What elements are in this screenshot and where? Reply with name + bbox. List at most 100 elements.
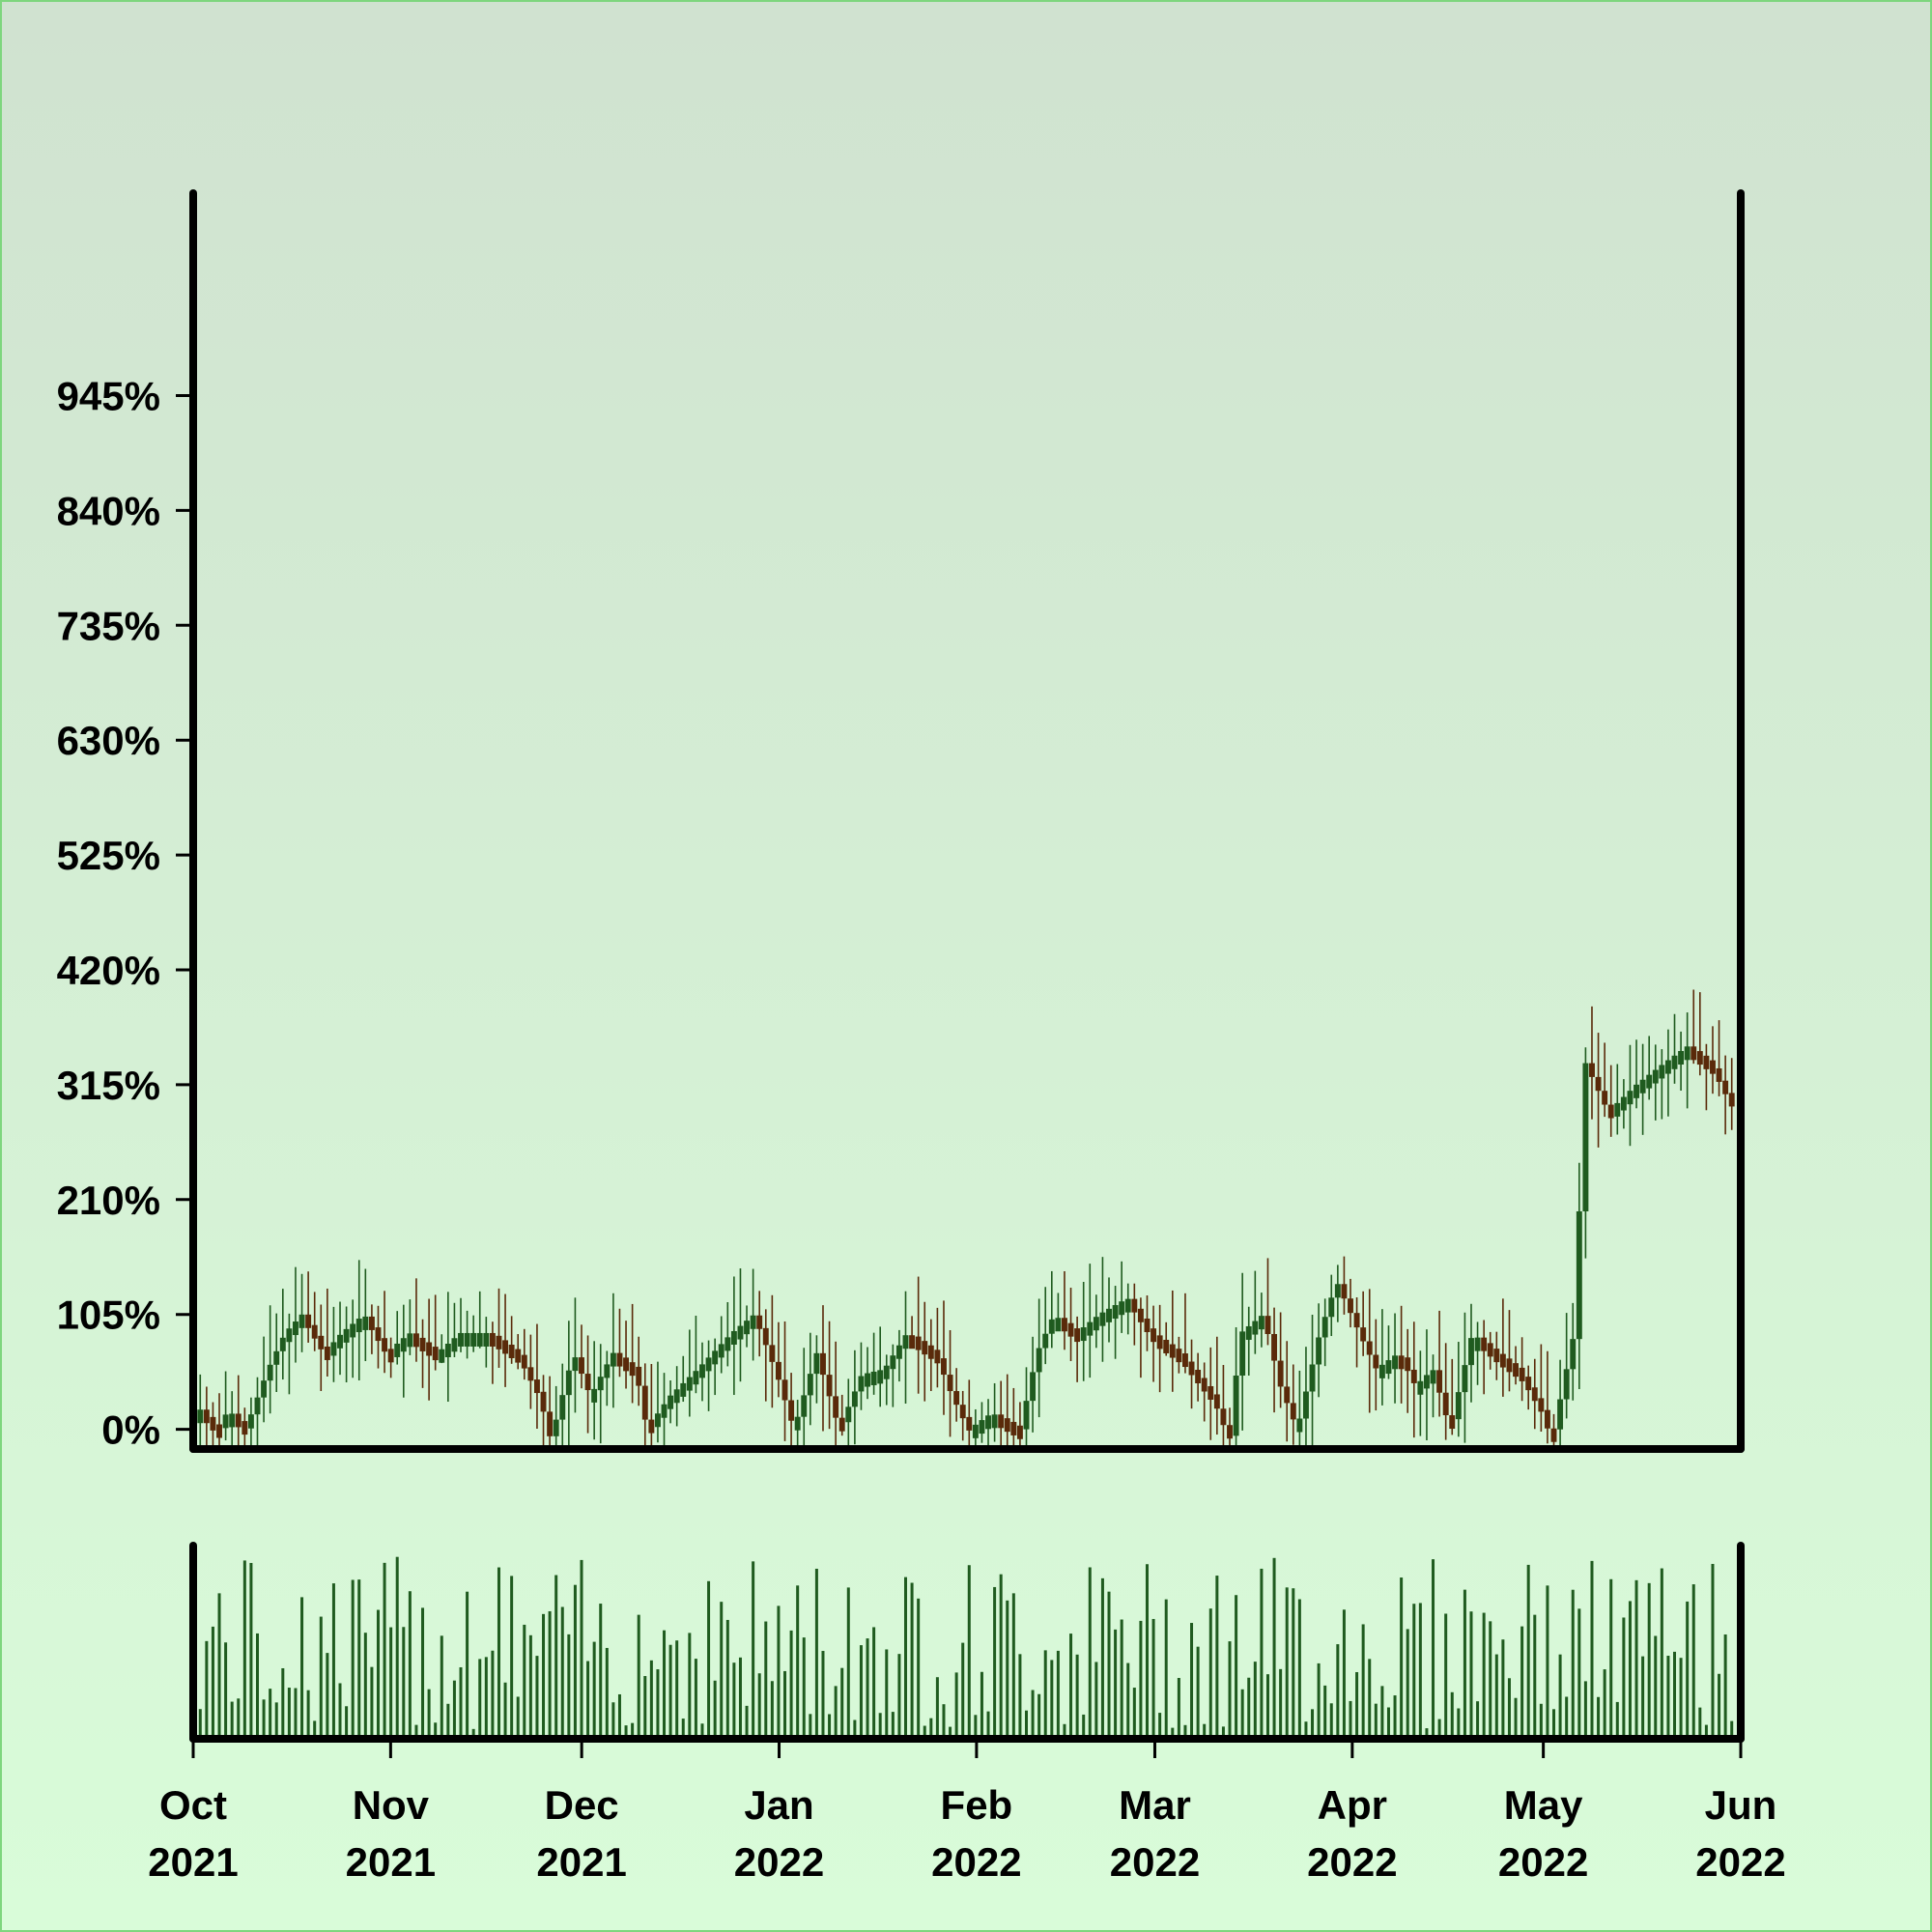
price-candle: [610, 1352, 616, 1367]
price-candle: [1639, 1079, 1646, 1094]
volume-bar: [649, 1660, 653, 1739]
volume-bar: [1285, 1587, 1289, 1739]
volume-bar: [255, 1633, 259, 1739]
volume-bar: [725, 1619, 729, 1739]
price-candle: [877, 1370, 884, 1384]
price-candle: [686, 1377, 693, 1391]
volume-bar: [363, 1633, 367, 1739]
price-candle: [1176, 1349, 1182, 1363]
price-candle: [591, 1388, 598, 1403]
price-candle: [387, 1349, 394, 1363]
volume-bar: [675, 1640, 679, 1739]
price-candle: [444, 1343, 451, 1357]
price-candle: [464, 1332, 470, 1347]
x-tick-month: Nov: [353, 1782, 430, 1828]
volume-bar: [745, 1705, 749, 1739]
price-candle: [362, 1316, 369, 1330]
price-candle: [972, 1424, 979, 1438]
price-candle: [521, 1354, 527, 1369]
volume-bar: [624, 1725, 628, 1739]
price-candle: [293, 1321, 298, 1336]
price-candle: [1334, 1284, 1341, 1298]
price-candle: [1392, 1355, 1399, 1370]
price-candle: [1023, 1401, 1030, 1430]
price-candle: [1156, 1335, 1163, 1350]
volume-bar: [1590, 1560, 1594, 1739]
x-tick-month: May: [1504, 1782, 1583, 1828]
volume-bar: [757, 1673, 761, 1739]
volume-bar: [1082, 1714, 1086, 1739]
volume-bar: [592, 1641, 596, 1739]
price-candle: [565, 1370, 572, 1396]
price-candle: [623, 1357, 630, 1372]
volume-bar: [427, 1689, 431, 1739]
volume-bar: [1437, 1719, 1441, 1739]
volume-bar: [567, 1634, 571, 1739]
volume-bar: [656, 1669, 660, 1739]
price-candle: [1112, 1305, 1119, 1320]
price-candle: [324, 1346, 330, 1360]
volume-bar: [668, 1644, 672, 1739]
x-tick-year: 2022: [1695, 1839, 1785, 1885]
volume-bar: [326, 1653, 329, 1739]
price-candle: [636, 1366, 642, 1386]
volume-bar: [1164, 1599, 1168, 1739]
price-candle: [1716, 1067, 1722, 1082]
price-candle: [432, 1347, 439, 1361]
price-candle: [680, 1382, 687, 1397]
price-candle: [1398, 1355, 1405, 1370]
volume-bar: [1380, 1686, 1384, 1739]
price-candle: [197, 1409, 204, 1424]
volume-bar: [1145, 1564, 1149, 1739]
volume-bar: [1444, 1613, 1448, 1739]
price-candle: [1538, 1398, 1545, 1412]
price-candle: [298, 1314, 305, 1328]
price-candle: [1181, 1353, 1188, 1368]
volume-bar: [1622, 1617, 1626, 1739]
price-candle: [527, 1367, 534, 1381]
volume-bar: [783, 1670, 787, 1739]
volume-bar: [949, 1726, 952, 1739]
price-candle: [838, 1417, 845, 1432]
price-candle: [1378, 1364, 1385, 1378]
volume-bar: [1520, 1626, 1524, 1739]
volume-bar: [840, 1667, 844, 1739]
volume-bar: [617, 1693, 621, 1739]
volume-bar: [859, 1645, 863, 1739]
price-candle: [641, 1385, 648, 1420]
price-candle: [267, 1364, 273, 1381]
price-candle: [998, 1414, 1005, 1429]
price-candle: [870, 1371, 877, 1385]
price-candle: [718, 1344, 724, 1358]
volume-bar: [351, 1579, 355, 1739]
volume-bar: [631, 1722, 635, 1739]
volume-bar: [1063, 1723, 1066, 1739]
price-candle: [1544, 1409, 1550, 1429]
volume-bar: [503, 1682, 507, 1739]
x-tick-month: Mar: [1119, 1782, 1191, 1828]
price-candle: [865, 1373, 870, 1387]
price-candle: [1703, 1055, 1710, 1069]
price-candle: [1405, 1357, 1411, 1372]
x-tick-month: Dec: [545, 1782, 619, 1828]
price-candle: [1684, 1046, 1690, 1061]
volume-bar: [1221, 1726, 1225, 1739]
price-candle: [750, 1315, 756, 1329]
price-candle: [1208, 1385, 1214, 1400]
price-candle: [890, 1355, 896, 1370]
price-candle: [1106, 1308, 1112, 1322]
price-candle: [540, 1391, 547, 1412]
price-candle: [1284, 1386, 1291, 1404]
price-candle: [261, 1380, 268, 1398]
volume-bar: [198, 1709, 202, 1739]
price-candle: [737, 1325, 744, 1340]
volume-bar: [1723, 1634, 1727, 1739]
volume-bar: [205, 1640, 209, 1739]
price-candle: [807, 1374, 813, 1396]
volume-bar: [510, 1576, 514, 1739]
price-candle: [1213, 1394, 1220, 1409]
volume-bar: [1235, 1595, 1238, 1739]
x-tick-month: Apr: [1318, 1782, 1387, 1828]
volume-bar: [269, 1689, 272, 1739]
